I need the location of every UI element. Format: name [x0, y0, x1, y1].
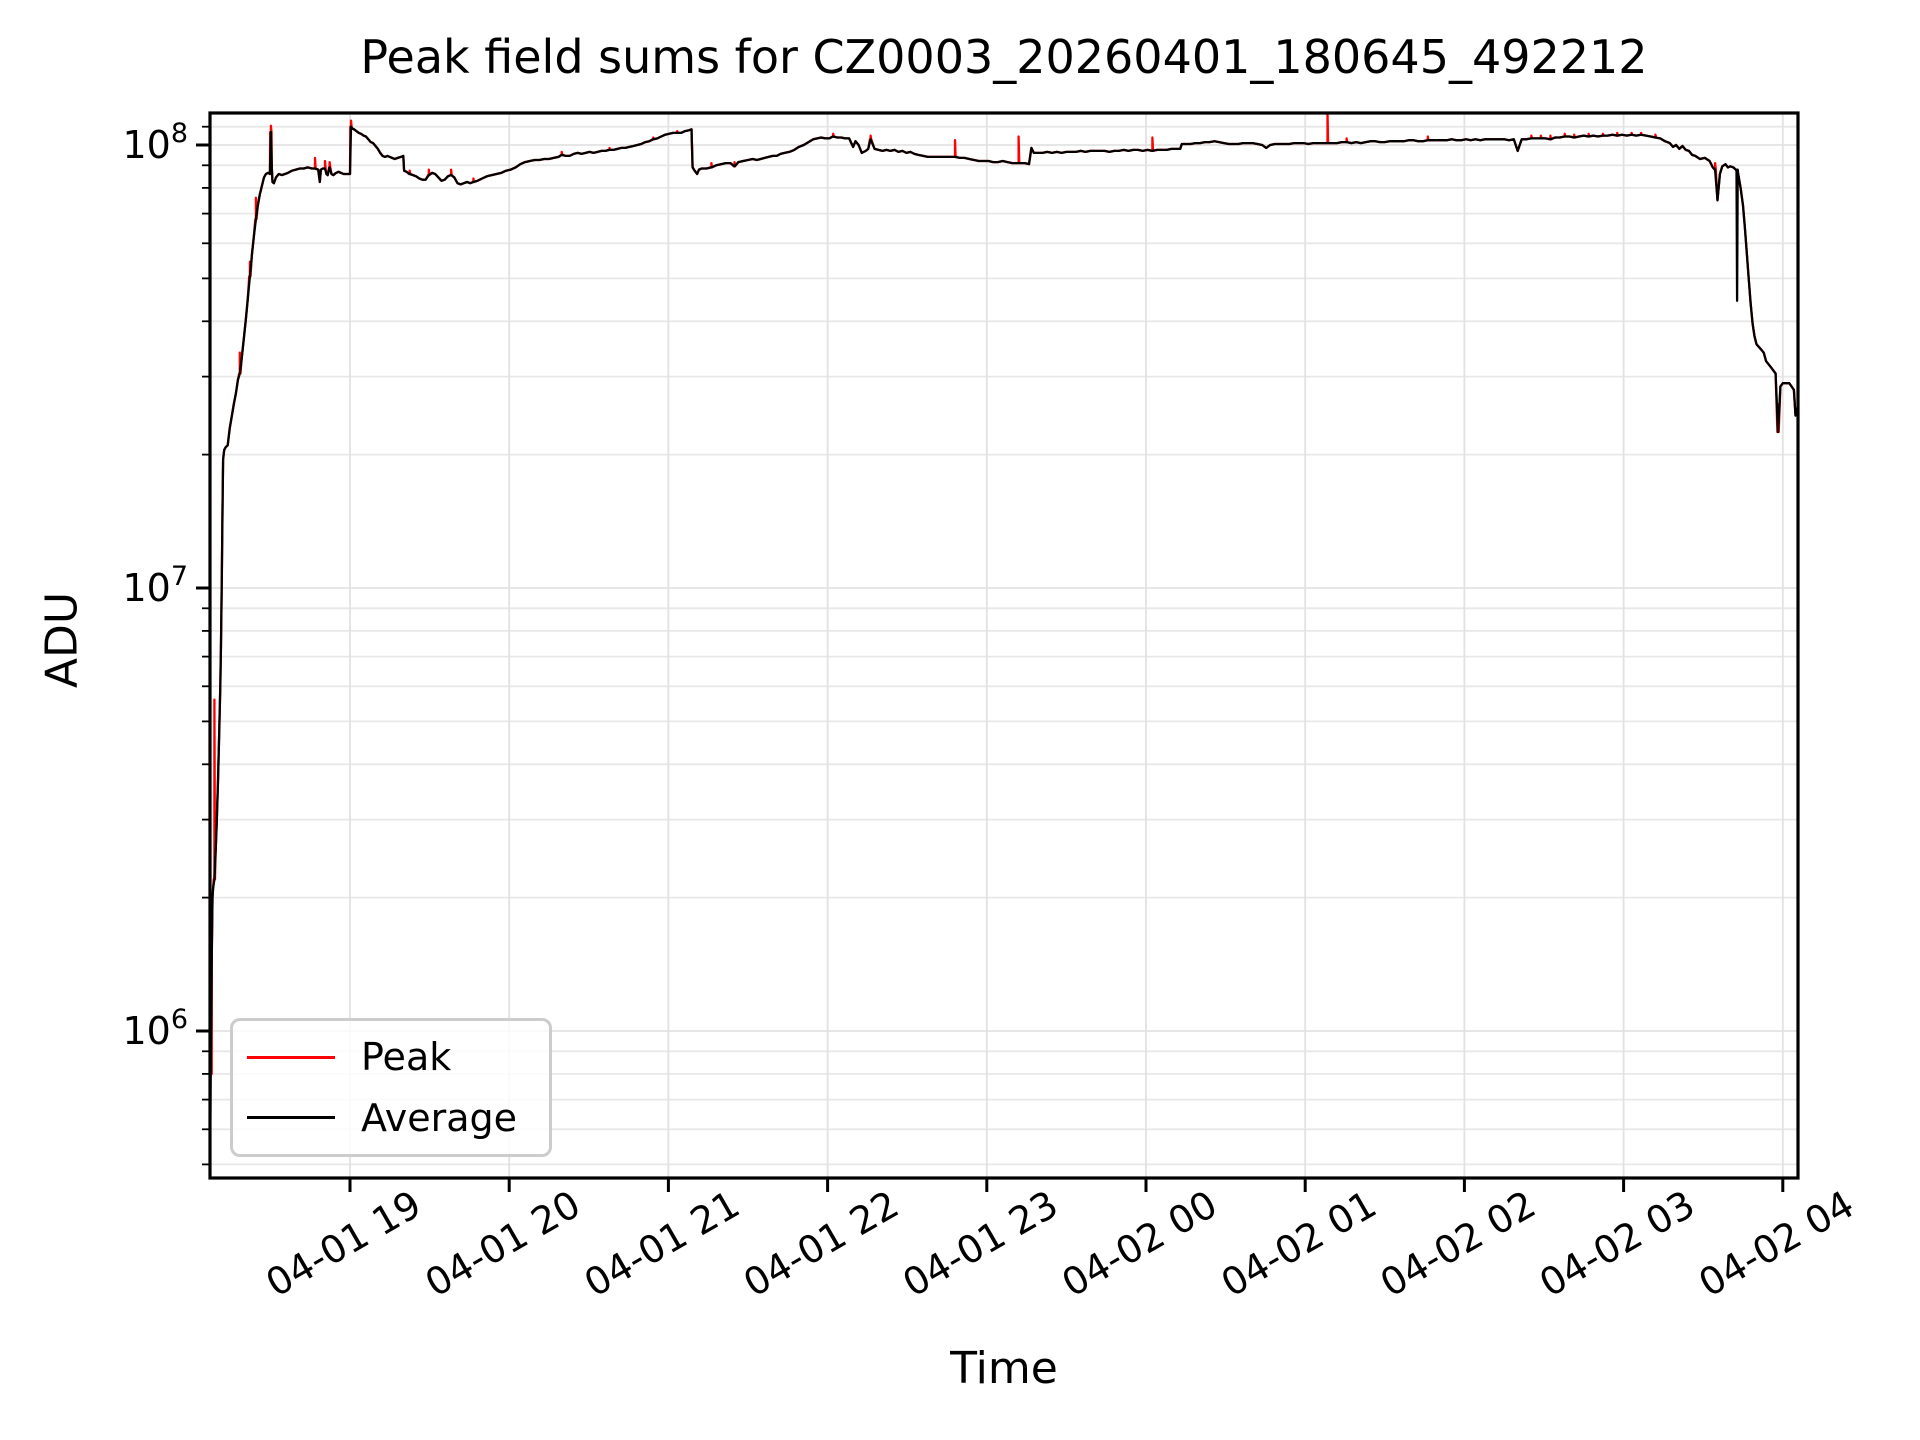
peak-line-swatch	[247, 1055, 335, 1059]
x-tick-label: 04-01 23	[895, 1182, 1065, 1306]
chart-title: Peak field sums for CZ0003_20260401_1806…	[360, 30, 1648, 84]
x-tick-label: 04-02 02	[1373, 1182, 1543, 1306]
y-axis-label: ADU	[36, 591, 88, 689]
average-line-swatch	[247, 1116, 335, 1120]
x-tick-label: 04-01 20	[418, 1182, 588, 1306]
y-tick-label: 106	[122, 1004, 188, 1053]
legend: Peak Average	[230, 1018, 552, 1157]
legend-entry-average: Average	[247, 1099, 539, 1137]
x-tick-label: 04-02 00	[1055, 1182, 1225, 1306]
y-tick-label: 107	[122, 561, 188, 610]
legend-label-average: Average	[361, 1095, 518, 1140]
x-tick-label: 04-01 21	[577, 1182, 747, 1306]
x-tick-label: 04-01 22	[736, 1182, 906, 1306]
average-series-line	[210, 125, 1798, 1157]
peak-series-line	[210, 113, 1798, 1157]
axes-spines	[208, 111, 1800, 1180]
x-tick-label: 04-01 19	[259, 1182, 429, 1306]
x-tick-label: 04-02 01	[1214, 1182, 1384, 1306]
legend-entry-peak: Peak	[247, 1038, 539, 1076]
legend-label-peak: Peak	[361, 1035, 452, 1080]
y-tick-label: 108	[122, 118, 188, 167]
x-tick-label: 04-02 04	[1691, 1182, 1861, 1306]
x-tick-label: 04-02 03	[1532, 1182, 1702, 1306]
x-axis-label: Time	[950, 1343, 1058, 1394]
